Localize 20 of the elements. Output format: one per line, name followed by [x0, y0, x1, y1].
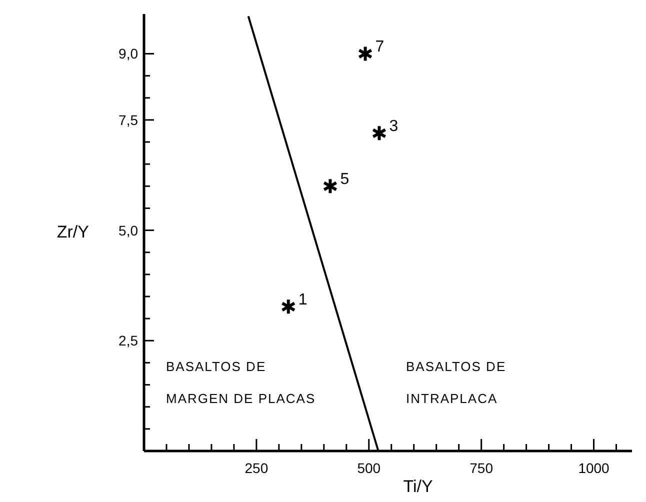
y-tick-label: 5,0: [118, 222, 138, 238]
x-axis-title: Ti/Y: [403, 477, 433, 496]
annotation: 1: [298, 292, 308, 309]
x-tick-label: 750: [470, 460, 494, 476]
x-tick-label: 500: [357, 460, 381, 476]
x-tick-label: 1000: [578, 460, 610, 476]
y-tick-label: 2,5: [118, 332, 138, 349]
annotation: 7: [375, 38, 384, 56]
text: BASALTOS DE MARGEN DE PLACAS: [166, 359, 316, 406]
point: [372, 124, 387, 142]
point: [322, 178, 338, 195]
point: [358, 45, 373, 62]
y-tick-label: 7,5: [118, 112, 138, 128]
y-tick-label: 9,0: [118, 46, 138, 62]
annotation: 5: [340, 171, 350, 188]
x-tick-label: 250: [244, 460, 268, 476]
point: [280, 298, 296, 316]
y-axis-title: Zr/Y: [56, 222, 89, 242]
text: BASALTOS DE INTRAPLACA: [406, 359, 506, 406]
annotation: 3: [389, 118, 398, 136]
